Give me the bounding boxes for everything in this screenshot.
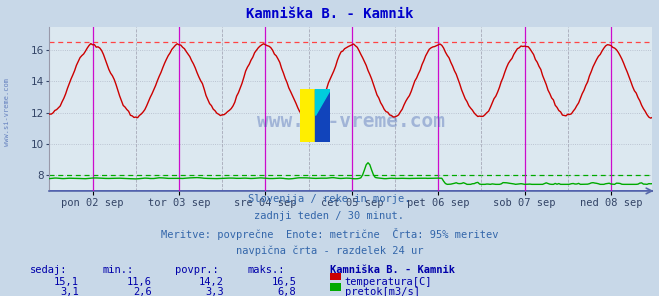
Text: pretok[m3/s]: pretok[m3/s] bbox=[345, 287, 420, 296]
Text: Meritve: povprečne  Enote: metrične  Črta: 95% meritev: Meritve: povprečne Enote: metrične Črta:… bbox=[161, 228, 498, 240]
Text: 3,1: 3,1 bbox=[61, 287, 79, 296]
Text: sedaj:: sedaj: bbox=[30, 265, 67, 275]
Text: maks.:: maks.: bbox=[247, 265, 285, 275]
Polygon shape bbox=[315, 89, 330, 142]
Text: 14,2: 14,2 bbox=[199, 277, 224, 287]
Text: min.:: min.: bbox=[102, 265, 133, 275]
Text: www.si-vreme.com: www.si-vreme.com bbox=[3, 78, 10, 147]
Text: povpr.:: povpr.: bbox=[175, 265, 218, 275]
Text: Kamniška B. - Kamnik: Kamniška B. - Kamnik bbox=[330, 265, 455, 275]
Text: 15,1: 15,1 bbox=[54, 277, 79, 287]
Text: 3,3: 3,3 bbox=[206, 287, 224, 296]
Text: temperatura[C]: temperatura[C] bbox=[345, 277, 432, 287]
Text: zadnji teden / 30 minut.: zadnji teden / 30 minut. bbox=[254, 211, 405, 221]
Text: Kamniška B. - Kamnik: Kamniška B. - Kamnik bbox=[246, 7, 413, 21]
Text: navpična črta - razdelek 24 ur: navpična črta - razdelek 24 ur bbox=[236, 245, 423, 256]
Bar bbox=[300, 89, 315, 142]
Polygon shape bbox=[315, 89, 330, 115]
Text: 6,8: 6,8 bbox=[278, 287, 297, 296]
Text: www.si-vreme.com: www.si-vreme.com bbox=[257, 112, 445, 131]
Text: 2,6: 2,6 bbox=[133, 287, 152, 296]
Text: Slovenija / reke in morje.: Slovenija / reke in morje. bbox=[248, 194, 411, 204]
Text: 16,5: 16,5 bbox=[272, 277, 297, 287]
Text: 11,6: 11,6 bbox=[127, 277, 152, 287]
